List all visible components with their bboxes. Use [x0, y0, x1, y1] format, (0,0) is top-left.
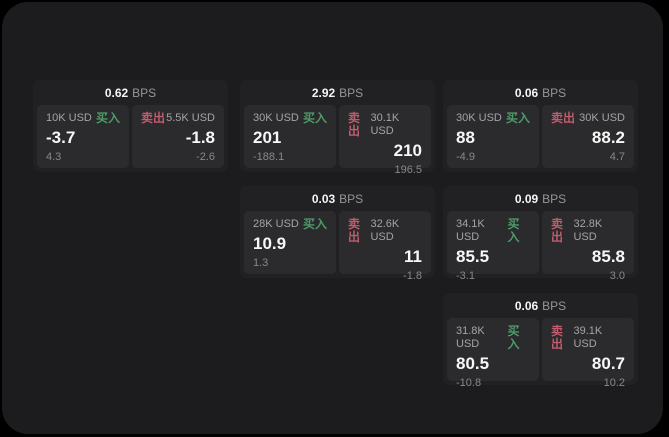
bps-unit-label: BPS [542, 85, 567, 100]
sell-sub-value: -1.8 [403, 270, 422, 282]
sell-side-label: 卖出 [551, 111, 576, 125]
bps-value: 0.09 [514, 191, 539, 206]
quote-card: 0.06 BPS 31.8K USD 买入 80.5 -10.8 卖出 39.1… [443, 293, 638, 389]
quote-card: 0.03 BPS 28K USD 买入 10.9 1.3 卖出 32.6K US… [240, 186, 435, 282]
sell-amount: 32.8K USD [573, 218, 603, 243]
sell-side-label: 卖出 [551, 217, 564, 244]
bps-unit-label: BPS [339, 191, 364, 206]
sell-sub-value: 10.2 [603, 377, 625, 389]
bps-value: 0.06 [514, 85, 539, 100]
quote-panels: 10K USD 买入 -3.7 4.3 卖出 5.5K USD -1.8 -2.… [33, 105, 228, 168]
sell-amount: 30K USD [579, 112, 625, 124]
buy-quote-panel[interactable]: 30K USD 买入 88 -4.9 [447, 105, 539, 168]
sell-price: 85.8 [591, 247, 625, 266]
sell-quote-panel[interactable]: 卖出 32.8K USD 85.8 3.0 [542, 211, 634, 282]
bps-unit-label: BPS [339, 85, 364, 100]
app-window: 0.62 BPS 10K USD 买入 -3.7 4.3 卖出 5.5K USD… [2, 2, 663, 434]
sell-price: 11 [404, 247, 422, 266]
buy-price: 88 [456, 128, 475, 147]
buy-sub-value: 1.3 [253, 257, 269, 269]
quote-panels: 30K USD 买入 201 -188.1 卖出 30.1K USD 210 1… [240, 105, 435, 176]
sell-quote-panel[interactable]: 卖出 30K USD 88.2 4.7 [542, 105, 634, 168]
buy-sub-value: 4.3 [46, 151, 62, 163]
buy-quote-panel[interactable]: 28K USD 买入 10.9 1.3 [244, 211, 336, 274]
buy-amount: 10K USD [46, 112, 92, 124]
buy-amount: 28K USD [253, 218, 299, 230]
sell-sub-value: 3.0 [609, 270, 625, 282]
card-header: 0.06 BPS [443, 80, 638, 105]
buy-quote-panel[interactable]: 34.1K USD 买入 85.5 -3.1 [447, 211, 539, 282]
card-header: 0.03 BPS [240, 186, 435, 211]
sell-quote-panel[interactable]: 卖出 32.6K USD 11 -1.8 [339, 211, 431, 282]
sell-price: 80.7 [591, 354, 625, 373]
buy-amount: 30K USD [253, 112, 299, 124]
sell-amount: 5.5K USD [166, 112, 215, 124]
sell-sub-value: -2.6 [196, 151, 215, 163]
quote-panels: 30K USD 买入 88 -4.9 卖出 30K USD 88.2 4.7 [443, 105, 638, 168]
buy-side-label: 买入 [507, 217, 520, 244]
bps-unit-label: BPS [132, 85, 157, 100]
buy-amount: 30K USD [456, 112, 502, 124]
buy-price: -3.7 [46, 128, 76, 147]
quote-panels: 28K USD 买入 10.9 1.3 卖出 32.6K USD 11 -1.8 [240, 211, 435, 282]
sell-sub-value: 196.5 [394, 164, 422, 176]
bps-value: 0.03 [311, 191, 336, 206]
buy-amount: 34.1K USD [456, 218, 485, 243]
sell-sub-value: 4.7 [609, 151, 625, 163]
card-header: 0.62 BPS [33, 80, 228, 105]
quote-card: 0.62 BPS 10K USD 买入 -3.7 4.3 卖出 5.5K USD… [33, 80, 228, 172]
sell-side-label: 卖出 [348, 111, 361, 138]
buy-side-label: 买入 [302, 111, 327, 125]
sell-quote-panel[interactable]: 卖出 39.1K USD 80.7 10.2 [542, 318, 634, 389]
sell-amount: 39.1K USD [573, 325, 603, 350]
card-header: 2.92 BPS [240, 80, 435, 105]
buy-sub-value: -3.1 [456, 270, 475, 282]
bps-value: 0.62 [104, 85, 129, 100]
bps-value: 2.92 [311, 85, 336, 100]
sell-amount: 30.1K USD [370, 112, 400, 137]
buy-price: 80.5 [456, 354, 490, 373]
buy-price: 85.5 [456, 247, 490, 266]
buy-sub-value: -4.9 [456, 151, 475, 163]
quote-panels: 34.1K USD 买入 85.5 -3.1 卖出 32.8K USD 85.8… [443, 211, 638, 282]
buy-quote-panel[interactable]: 31.8K USD 买入 80.5 -10.8 [447, 318, 539, 389]
buy-side-label: 买入 [302, 217, 327, 231]
quote-card: 2.92 BPS 30K USD 买入 201 -188.1 卖出 30.1K … [240, 80, 435, 176]
sell-side-label: 卖出 [348, 217, 361, 244]
buy-side-label: 买入 [507, 324, 520, 351]
sell-quote-panel[interactable]: 卖出 30.1K USD 210 196.5 [339, 105, 431, 176]
bps-unit-label: BPS [542, 298, 567, 313]
sell-price: -1.8 [185, 128, 215, 147]
buy-sub-value: -10.8 [456, 377, 482, 389]
sell-quote-panel[interactable]: 卖出 5.5K USD -1.8 -2.6 [132, 105, 224, 168]
card-header: 0.06 BPS [443, 293, 638, 318]
bps-unit-label: BPS [542, 191, 567, 206]
buy-quote-panel[interactable]: 30K USD 买入 201 -188.1 [244, 105, 336, 168]
sell-side-label: 卖出 [141, 111, 166, 125]
buy-side-label: 买入 [95, 111, 120, 125]
buy-amount: 31.8K USD [456, 325, 485, 350]
sell-amount: 32.6K USD [370, 218, 400, 243]
quote-panels: 31.8K USD 买入 80.5 -10.8 卖出 39.1K USD 80.… [443, 318, 638, 389]
sell-price: 210 [393, 141, 422, 160]
bps-value: 0.06 [514, 298, 539, 313]
buy-price: 10.9 [253, 234, 287, 253]
buy-sub-value: -188.1 [253, 151, 285, 163]
buy-quote-panel[interactable]: 10K USD 买入 -3.7 4.3 [37, 105, 129, 168]
buy-price: 201 [253, 128, 282, 147]
buy-side-label: 买入 [505, 111, 530, 125]
quote-card: 0.09 BPS 34.1K USD 买入 85.5 -3.1 卖出 32.8K… [443, 186, 638, 282]
sell-price: 88.2 [591, 128, 625, 147]
quote-card: 0.06 BPS 30K USD 买入 88 -4.9 卖出 30K USD 8… [443, 80, 638, 172]
card-header: 0.09 BPS [443, 186, 638, 211]
sell-side-label: 卖出 [551, 324, 564, 351]
